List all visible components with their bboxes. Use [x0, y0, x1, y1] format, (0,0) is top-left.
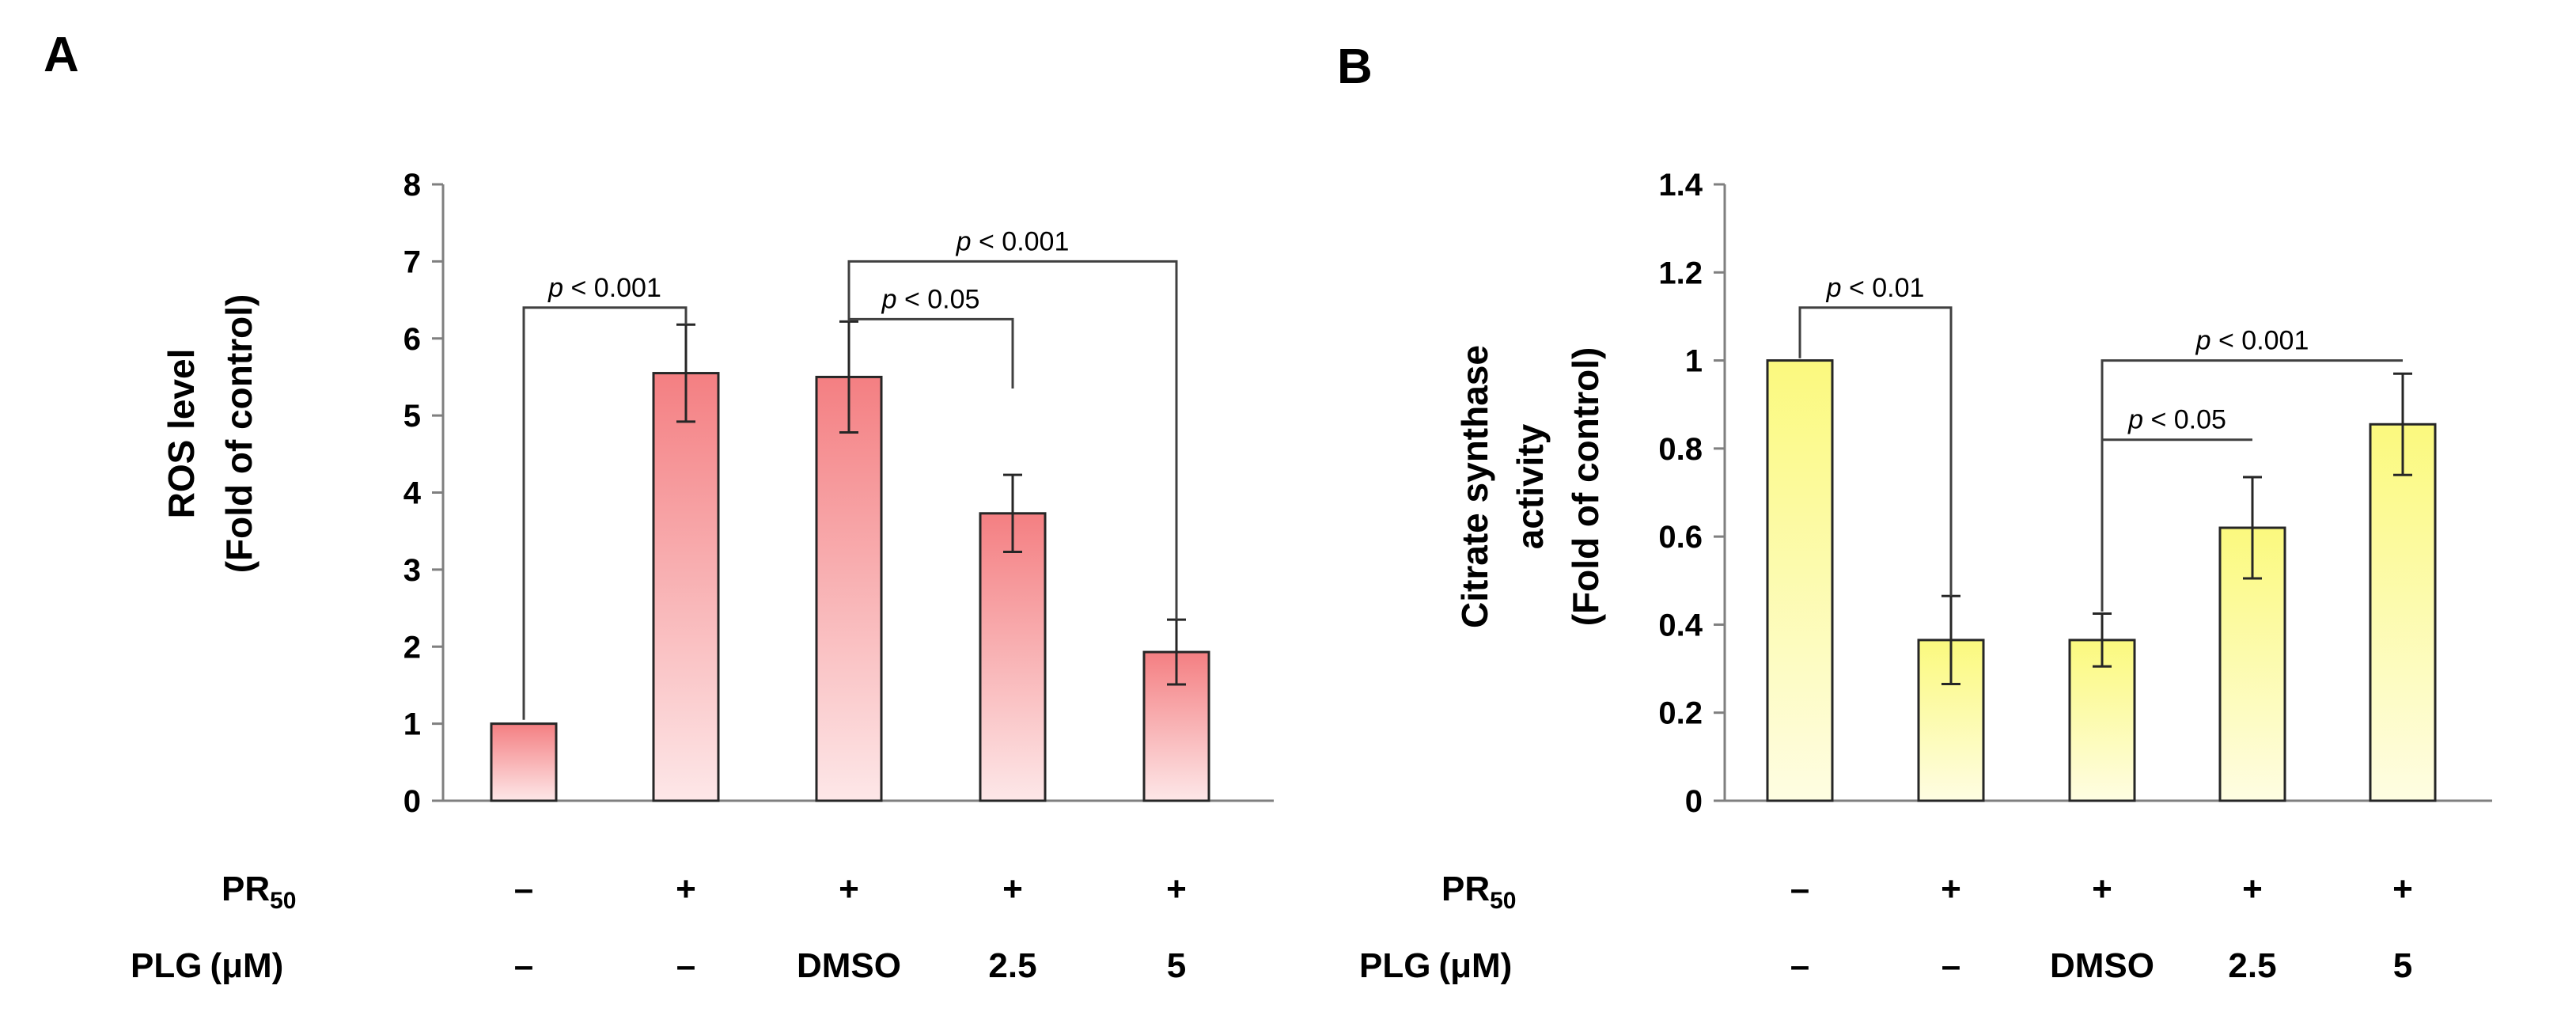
panel-b-plg-value: 5 — [2393, 946, 2412, 985]
panel-b-y-tick-label: 1.4 — [1658, 168, 1703, 203]
panel-a-significance-bracket — [847, 260, 1178, 620]
panel-a-pr-value: + — [1002, 870, 1023, 908]
panel-b-pr-value: + — [2092, 870, 2112, 908]
panel-a-pr-value: + — [676, 870, 696, 908]
panel-b-y-tick-label: 0.6 — [1658, 520, 1703, 555]
panel-b-plg-value: – — [1941, 946, 1960, 985]
panel-a-y-tick-label: 6 — [403, 322, 421, 357]
panel-b-p-value: p < 0.05 — [2127, 405, 2226, 435]
panel-b-y-tick-label: 0.8 — [1658, 432, 1703, 467]
panel-a-bar — [815, 375, 883, 802]
panel-b-pr-value: + — [1941, 870, 1961, 908]
panel-a-bar — [979, 512, 1047, 802]
panel-a-plg-value: – — [676, 946, 695, 985]
panel-a-bar — [652, 372, 720, 802]
panel-a-plg-value: DMSO — [797, 946, 901, 985]
panel-b-significance-bracket — [2101, 359, 2403, 612]
plg-row-label-b: PLG (μM) — [1359, 946, 1512, 985]
panel-a-y-tick-label: 3 — [403, 553, 421, 588]
panel-a-p-value: p < 0.001 — [956, 226, 1070, 256]
panel-b-ylabel-line3: (Fold of control) — [1565, 347, 1606, 627]
panel-b-pr-value: – — [1790, 870, 1809, 908]
panel-a-y-tick-label: 7 — [403, 244, 421, 279]
panel-b-bar — [2369, 423, 2437, 802]
panel-a-treatments: – + + + + – – DMSO 2.5 5 — [514, 870, 1187, 985]
panel-b-p-value: p < 0.001 — [2195, 326, 2309, 356]
panel-b-y-tick-label: 0.2 — [1658, 696, 1703, 731]
panel-a-chart: 0 1 2 3 4 5 6 7 8 p < 0.001 p < 0.05 p < 0.001 — [403, 168, 1274, 819]
panel-a-y-tick-label: 1 — [403, 707, 421, 742]
panel-a-p-value: p < 0.05 — [881, 284, 980, 314]
panel-a-y-tick-label: 2 — [403, 630, 421, 665]
plg-row-label-a: PLG (μM) — [131, 946, 283, 985]
panel-a-ylabel-line1: ROS level — [161, 349, 202, 519]
panel-b-chart: 0 0.2 0.4 0.6 0.8 1 1.2 1.4 p < 0.01 p < 0.05 p < … — [1658, 168, 2492, 819]
panel-a-p-value: p < 0.001 — [547, 273, 661, 303]
panel-a-ylabel-line2: (Fold of control) — [218, 294, 259, 574]
panel-b-y-tick-label: 1.2 — [1658, 256, 1703, 290]
panel-b-bar — [1766, 359, 1834, 802]
panel-a-plg-value: – — [514, 946, 533, 985]
panel-a-y-tick-label: 4 — [403, 476, 422, 511]
panel-b-ylabel-line2: activity — [1510, 423, 1551, 549]
panel-b-bar — [1917, 639, 1985, 802]
panel-a-y-tick-label: 8 — [403, 168, 421, 203]
panel-b-pr-value: + — [2392, 870, 2413, 908]
panel-a-y-tick-label: 5 — [403, 399, 421, 434]
pr-row-label-b: PR50 — [1441, 870, 1517, 914]
panel-a-y-tick-label: 0 — [403, 784, 421, 819]
panel-a-pr-value: + — [839, 870, 859, 908]
panel-b-y-tick-label: 0 — [1685, 784, 1703, 819]
panel-a-pr-value: + — [1166, 870, 1187, 908]
panel-a-y-title: ROS level (Fold of control) — [161, 294, 259, 574]
panel-a-label: A — [44, 28, 79, 82]
panel-b-p-value: p < 0.01 — [1826, 273, 1925, 303]
panel-b-y-tick-label: 1 — [1685, 344, 1703, 379]
panel-b-significance-bracket — [1798, 306, 1953, 597]
panel-b-plg-value: – — [1790, 946, 1809, 985]
panel-a-plg-value: 2.5 — [988, 946, 1036, 985]
panel-b-plg-value: 2.5 — [2228, 946, 2276, 985]
panel-a-pr-value: – — [514, 870, 533, 908]
panel-b-y-title: Citrate synthase activity (Fold of contr… — [1454, 345, 1606, 628]
panel-b-pr-value: + — [2242, 870, 2263, 908]
panel-b-treatments: – + + + + – – DMSO 2.5 5 — [1790, 870, 2413, 985]
panel-b-label: B — [1337, 40, 1373, 94]
panel-b-plg-value: DMSO — [2050, 946, 2154, 985]
panel-a-bar — [490, 722, 558, 802]
panel-b-ylabel-line1: Citrate synthase — [1454, 345, 1495, 628]
panel-b-y-tick-label: 0.4 — [1658, 608, 1703, 642]
panel-a-significance-bracket — [522, 306, 688, 720]
pr-row-label-a: PR50 — [222, 870, 297, 914]
panel-a-plg-value: 5 — [1167, 946, 1186, 985]
